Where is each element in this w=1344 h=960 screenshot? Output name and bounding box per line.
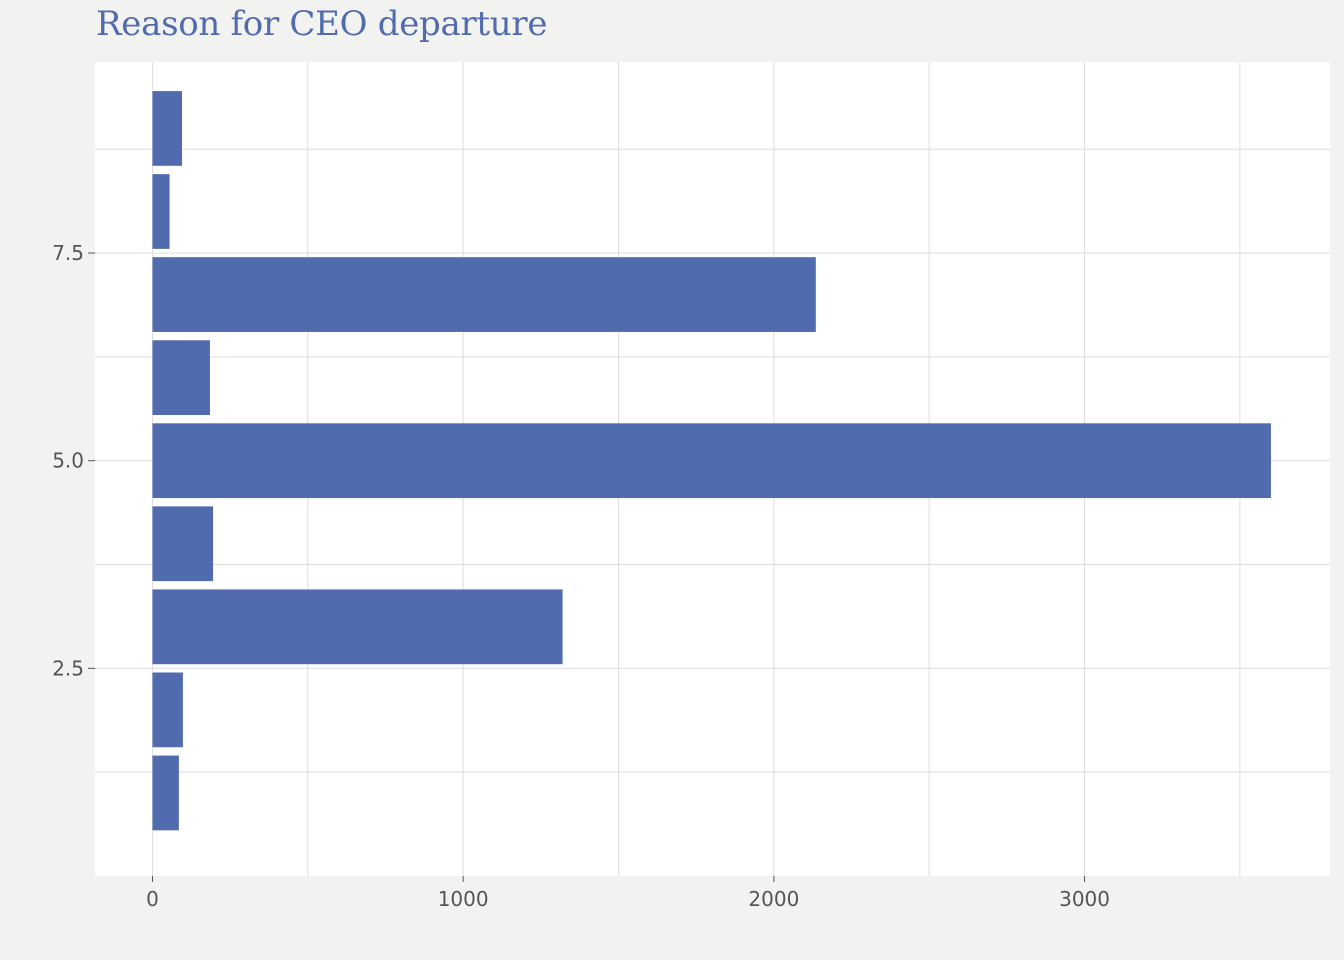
chart-title: Reason for CEO departure	[96, 4, 548, 44]
bar	[152, 257, 816, 332]
bar	[152, 340, 210, 416]
bar	[152, 755, 179, 831]
x-tick-label: 2000	[748, 887, 799, 911]
y-tick-label: 5.0	[52, 449, 84, 473]
bar	[152, 672, 183, 748]
x-tick-label: 3000	[1059, 887, 1110, 911]
y-tick-label: 7.5	[52, 241, 84, 265]
x-axis: 0 1000 2000 3000	[146, 876, 1110, 911]
x-tick-label: 1000	[438, 887, 489, 911]
bars	[152, 91, 1271, 831]
bar	[152, 423, 1271, 499]
y-axis: 2.5 5.0 7.5	[52, 241, 95, 680]
bar	[152, 174, 170, 249]
bar	[152, 91, 182, 166]
y-tick-label: 2.5	[52, 656, 84, 680]
x-tick-label: 0	[146, 887, 159, 911]
bar	[152, 589, 563, 665]
bar	[152, 506, 214, 582]
